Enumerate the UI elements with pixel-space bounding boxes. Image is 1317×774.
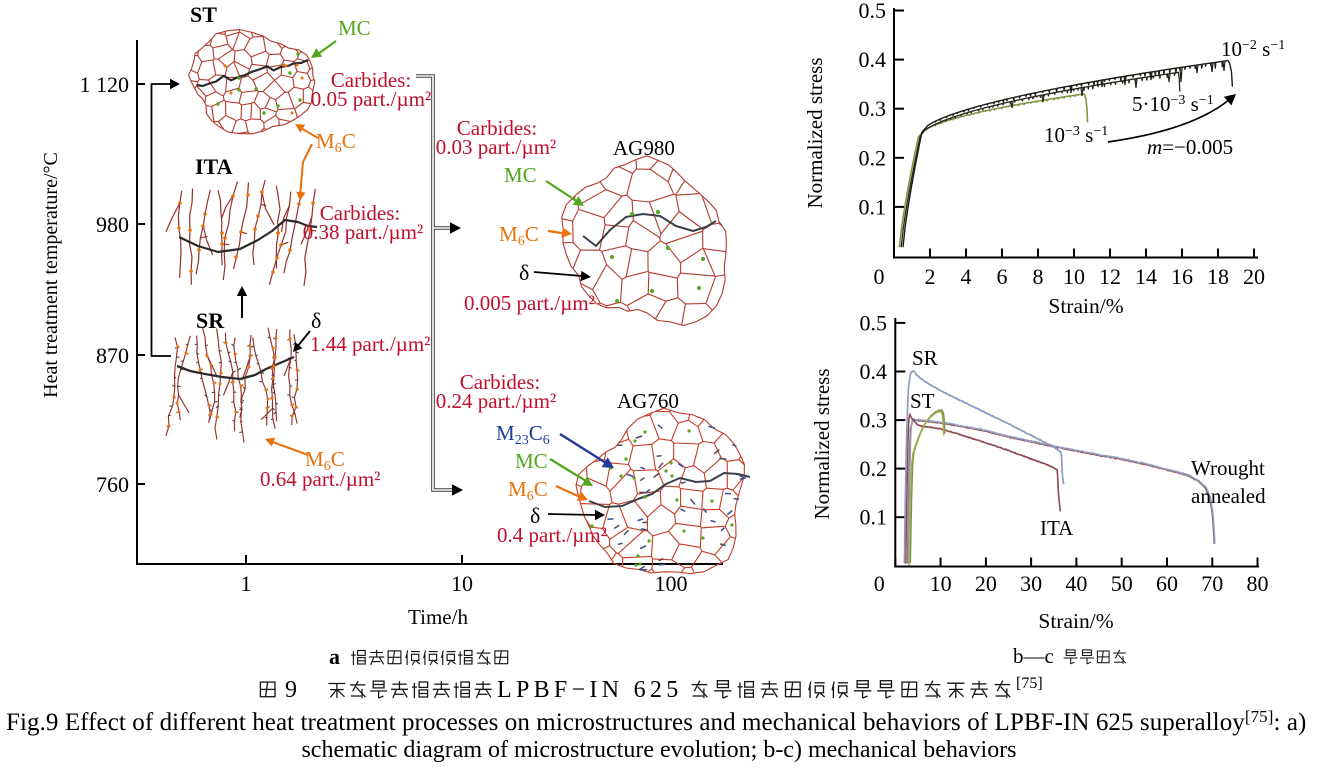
svg-text:Wrought: Wrought (1191, 456, 1265, 480)
svg-text:4: 4 (961, 264, 972, 289)
svg-text:LPBF−IN 625: LPBF−IN 625 (497, 677, 683, 703)
svg-text:12: 12 (1099, 264, 1121, 289)
svg-text:10: 10 (930, 571, 952, 596)
svg-text:1: 1 (241, 571, 252, 596)
svg-text:δ: δ (519, 260, 529, 285)
svg-text:6: 6 (997, 264, 1008, 289)
svg-text:0.4: 0.4 (859, 47, 887, 72)
svg-text:δ: δ (311, 308, 321, 333)
svg-text:50: 50 (1111, 571, 1133, 596)
svg-text:ITA: ITA (1040, 516, 1074, 540)
svg-text:Strain/%: Strain/% (1038, 609, 1113, 633)
svg-text:Normalized stress: Normalized stress (803, 57, 827, 208)
svg-text:70: 70 (1201, 571, 1223, 596)
svg-text:0: 0 (874, 571, 885, 596)
svg-text:8: 8 (1033, 264, 1044, 289)
svg-text:0.38 part./µm²: 0.38 part./µm² (303, 220, 423, 244)
svg-text:30: 30 (1020, 571, 1042, 596)
svg-text:0.4: 0.4 (860, 359, 888, 384)
svg-text:[75]: [75] (1016, 675, 1043, 692)
svg-text:760: 760 (96, 472, 129, 497)
svg-text:MC: MC (515, 449, 548, 473)
svg-text:a: a (329, 644, 340, 669)
svg-text:2: 2 (925, 264, 936, 289)
svg-text:14: 14 (1135, 264, 1157, 289)
svg-text:0.5: 0.5 (860, 310, 888, 335)
svg-text:m=−0.005: m=−0.005 (1147, 135, 1233, 159)
svg-text:MC: MC (338, 16, 371, 40)
svg-text:0.005 part./µm²: 0.005 part./µm² (464, 291, 595, 315)
svg-text:0.5: 0.5 (859, 0, 887, 23)
svg-text:Fig.9 Effect of different heat: Fig.9 Effect of different heat treatment… (6, 707, 1306, 736)
svg-text:16: 16 (1171, 264, 1193, 289)
svg-text:0.64 part./µm²: 0.64 part./µm² (260, 467, 380, 491)
svg-text:60: 60 (1156, 571, 1178, 596)
svg-text:80: 80 (1247, 571, 1269, 596)
svg-text:SR: SR (912, 346, 938, 370)
svg-text:ST: ST (190, 2, 217, 27)
svg-text:9: 9 (285, 677, 297, 703)
svg-text:0.03 part./µm²: 0.03 part./µm² (436, 135, 556, 159)
svg-text:0.24 part./µm²: 0.24 part./µm² (436, 389, 556, 413)
svg-text:Time/h: Time/h (408, 605, 468, 629)
svg-text:schematic diagram of microstru: schematic diagram of microstructure evol… (301, 737, 1016, 763)
svg-text:0.3: 0.3 (859, 96, 887, 121)
svg-text:0.05 part./µm²: 0.05 part./µm² (311, 87, 431, 111)
svg-text:MC: MC (504, 163, 537, 187)
svg-text:SR: SR (196, 308, 225, 333)
svg-text:annealed: annealed (1191, 484, 1266, 508)
svg-text:0: 0 (874, 264, 885, 289)
svg-text:b—c: b—c (1013, 644, 1054, 668)
svg-text:0.2: 0.2 (859, 145, 887, 170)
svg-text:ST: ST (910, 389, 935, 413)
svg-text:100: 100 (655, 571, 688, 596)
svg-text:1.44 part./µm²: 1.44 part./µm² (310, 332, 430, 356)
svg-text:0.3: 0.3 (860, 408, 888, 433)
svg-text:980: 980 (96, 212, 129, 237)
svg-text:10: 10 (1063, 264, 1085, 289)
svg-text:20: 20 (975, 571, 997, 596)
svg-text:0.1: 0.1 (860, 505, 888, 530)
svg-text:20: 20 (1243, 264, 1265, 289)
svg-text:0.2: 0.2 (860, 456, 888, 481)
svg-text:Normalized stress: Normalized stress (810, 368, 834, 519)
svg-text:Heat treatment temperature/°C: Heat treatment temperature/°C (40, 152, 62, 398)
svg-text:18: 18 (1207, 264, 1229, 289)
svg-text:10: 10 (451, 571, 473, 596)
svg-text:0.1: 0.1 (859, 194, 887, 219)
svg-text:40: 40 (1065, 571, 1087, 596)
svg-text:1 120: 1 120 (80, 72, 130, 97)
svg-text:AG760: AG760 (617, 389, 679, 413)
svg-text:870: 870 (96, 343, 129, 368)
svg-text:AG980: AG980 (613, 136, 675, 160)
svg-text:Strain/%: Strain/% (1048, 294, 1123, 318)
svg-text:0.4 part./µm²: 0.4 part./µm² (497, 523, 607, 547)
svg-text:ITA: ITA (195, 154, 233, 179)
